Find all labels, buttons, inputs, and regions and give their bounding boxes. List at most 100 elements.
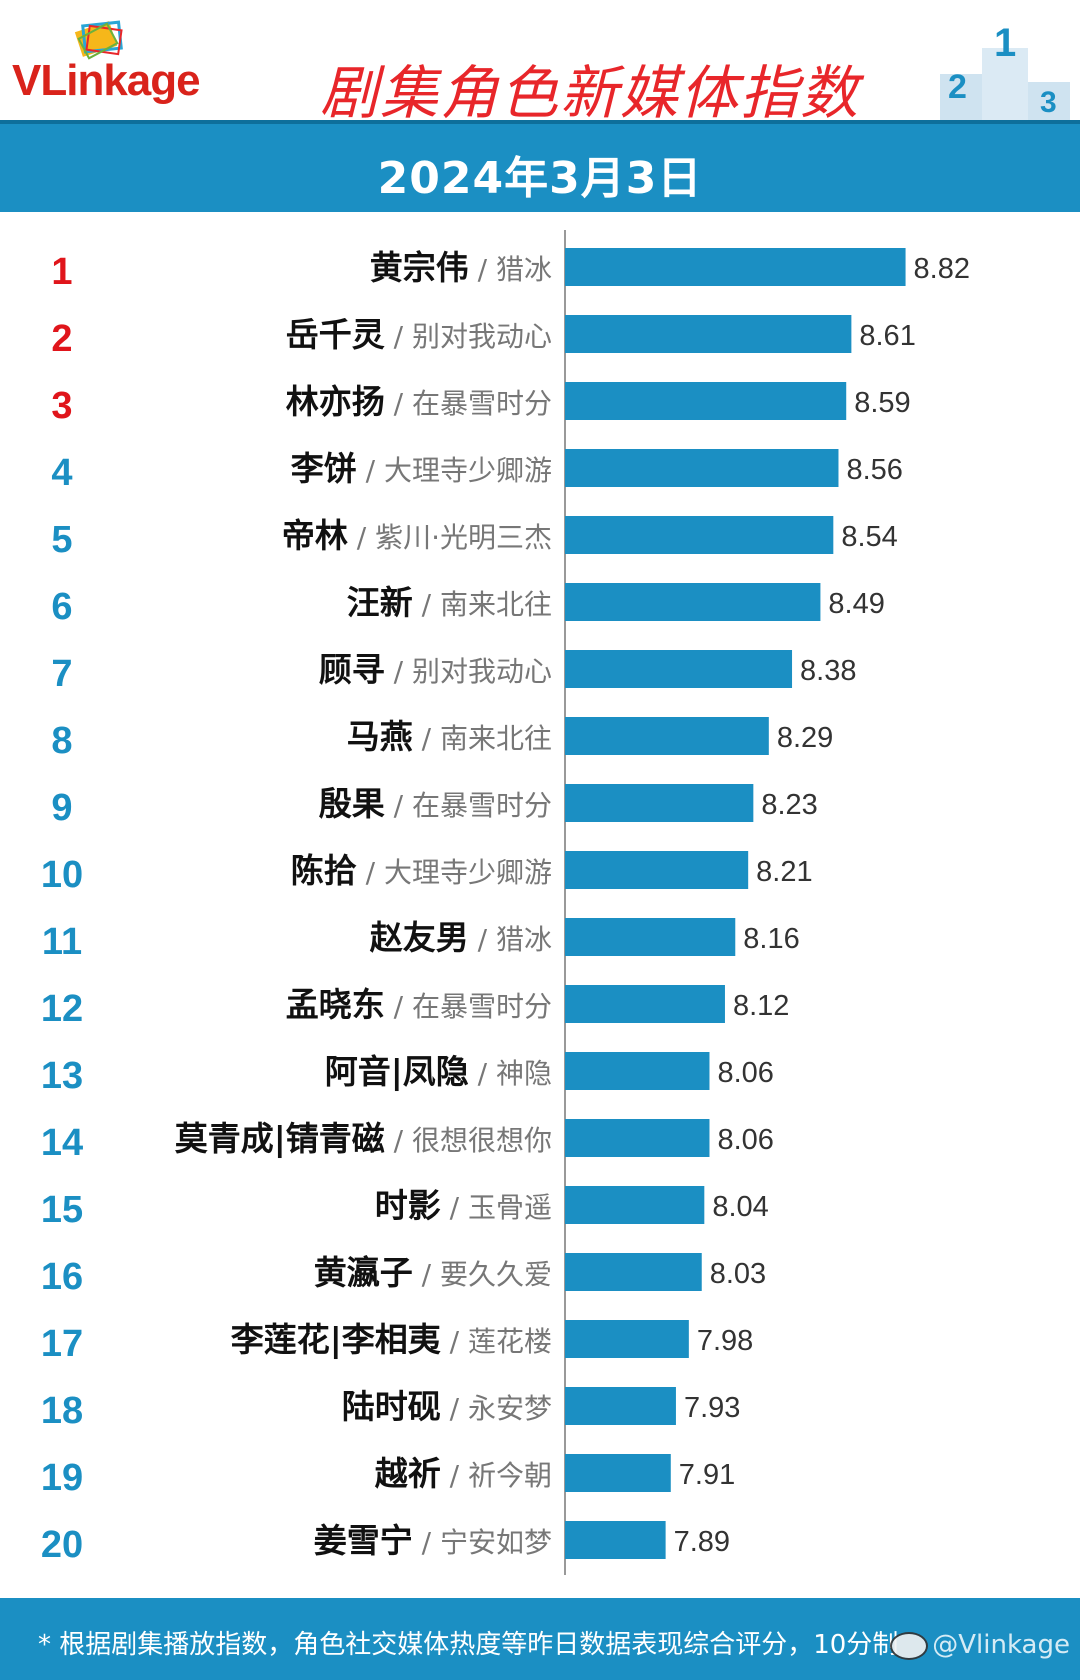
character-name: 岳千灵: [286, 315, 385, 354]
drama-title: / 别对我动心: [385, 655, 552, 688]
row-label: 孟晓东 / 在暴雪时分: [286, 985, 552, 1024]
rank-number: 16: [41, 1256, 83, 1298]
logo-text: VLinkage: [12, 56, 201, 105]
bar: [565, 1253, 702, 1291]
rank-number: 4: [51, 452, 72, 494]
bar: [565, 1052, 710, 1090]
bar: [565, 985, 725, 1023]
value-label: 7.93: [684, 1392, 740, 1424]
row-label: 林亦扬 / 在暴雪时分: [286, 382, 552, 421]
character-name: 越祈: [375, 1454, 441, 1493]
value-label: 8.56: [846, 454, 902, 486]
character-name: 马燕: [347, 717, 413, 756]
row-label: 汪新 / 南来北往: [347, 583, 552, 622]
drama-title: / 永安梦: [441, 1392, 552, 1425]
value-label: 8.61: [859, 320, 915, 352]
header: VLinkage 剧集角色新媒体指数 2 1 3: [0, 0, 1080, 127]
row-label: 时影 / 玉骨遥: [375, 1186, 552, 1225]
rank-number: 9: [51, 787, 72, 829]
value-label: 8.82: [914, 253, 970, 285]
drama-title: / 很想很想你: [385, 1124, 552, 1157]
row-label: 李莲花|李相夷 / 莲花楼: [231, 1320, 552, 1359]
podium-icon: 2 1 3: [940, 21, 1070, 120]
bar: [565, 918, 736, 956]
drama-title: / 紫川·光明三杰: [348, 521, 552, 554]
drama-title: / 玉骨遥: [441, 1191, 552, 1224]
rank-number: 10: [41, 854, 83, 896]
drama-title: / 大理寺少卿游: [357, 856, 552, 889]
drama-title: / 别对我动心: [385, 320, 552, 353]
value-label: 8.03: [710, 1258, 766, 1290]
drama-title: / 南来北往: [413, 588, 552, 621]
rank-number: 18: [41, 1390, 83, 1432]
bar: [565, 1521, 666, 1559]
value-label: 7.91: [679, 1459, 735, 1491]
character-name: 黄宗伟: [370, 248, 469, 287]
page-title: 剧集角色新媒体指数: [320, 59, 861, 127]
row-label: 岳千灵 / 别对我动心: [286, 315, 552, 354]
drama-title: / 要久久爱: [413, 1258, 552, 1291]
rank-number: 12: [41, 988, 83, 1030]
bar: [565, 717, 769, 755]
drama-title: / 宁安如梦: [413, 1526, 552, 1559]
date-banner: 2024年3月3日: [0, 120, 1080, 212]
bar: [565, 1454, 671, 1492]
bar: [565, 583, 821, 621]
rank-number: 14: [41, 1122, 83, 1164]
rank-number: 8: [51, 720, 72, 762]
character-name: 李饼: [291, 449, 357, 488]
bar: [565, 1186, 705, 1224]
character-name: 时影: [375, 1186, 441, 1225]
drama-title: / 猎冰: [469, 253, 552, 286]
rank-number: 13: [41, 1055, 83, 1097]
character-name: 阿音|凤隐: [325, 1052, 469, 1091]
bar: [565, 248, 906, 286]
drama-title: / 在暴雪时分: [385, 789, 552, 822]
value-label: 8.04: [712, 1191, 768, 1223]
character-name: 姜雪宁: [314, 1521, 413, 1560]
rank-number: 11: [42, 921, 82, 963]
value-label: 8.29: [777, 722, 833, 754]
row-label: 阿音|凤隐 / 神隐: [325, 1052, 552, 1091]
bar: [565, 315, 852, 353]
row-label: 帝林 / 紫川·光明三杰: [282, 516, 552, 555]
row-label: 马燕 / 南来北往: [347, 717, 552, 756]
character-name: 殷果: [319, 784, 385, 823]
value-label: 8.23: [761, 789, 817, 821]
character-name: 林亦扬: [286, 382, 385, 421]
row-label: 李饼 / 大理寺少卿游: [291, 449, 552, 488]
value-label: 8.59: [854, 387, 910, 419]
character-name: 帝林: [282, 516, 348, 555]
rank-number: 20: [41, 1524, 83, 1566]
value-label: 7.89: [674, 1526, 730, 1558]
character-name: 李莲花|李相夷: [231, 1320, 441, 1359]
watermark-text: @Vlinkage: [932, 1630, 1070, 1660]
character-name: 陈拾: [291, 851, 357, 890]
character-name: 黄瀛子: [314, 1253, 413, 1292]
bar: [565, 449, 839, 487]
bar: [565, 851, 749, 889]
vlinkage-logo: VLinkage: [12, 18, 242, 108]
character-name: 赵友男: [370, 918, 469, 957]
row-label: 姜雪宁 / 宁安如梦: [314, 1521, 552, 1560]
drama-title: / 在暴雪时分: [385, 990, 552, 1023]
row-label: 殷果 / 在暴雪时分: [319, 784, 552, 823]
footer: * 根据剧集播放指数，角色社交媒体热度等昨日数据表现综合评分，10分制 @Vli…: [0, 1598, 1080, 1680]
row-label: 莫青成|锖青磁 / 很想很想你: [175, 1119, 552, 1158]
vlinkage-logo-icon: [74, 20, 123, 60]
svg-text:2: 2: [948, 68, 967, 106]
rank-number: 7: [51, 653, 72, 695]
row-label: 黄瀛子 / 要久久爱: [314, 1253, 552, 1292]
drama-title: / 猎冰: [469, 923, 552, 956]
value-label: 8.16: [743, 923, 799, 955]
row-label: 陆时砚 / 永安梦: [342, 1387, 552, 1426]
bar: [565, 784, 754, 822]
row-label: 黄宗伟 / 猎冰: [370, 248, 552, 287]
rank-number: 6: [51, 586, 72, 628]
bar: [565, 1387, 676, 1425]
watermark: @Vlinkage: [890, 1630, 1070, 1660]
drama-title: / 祈今朝: [441, 1459, 552, 1492]
rank-number: 1: [51, 251, 72, 293]
drama-title: / 南来北往: [413, 722, 552, 755]
